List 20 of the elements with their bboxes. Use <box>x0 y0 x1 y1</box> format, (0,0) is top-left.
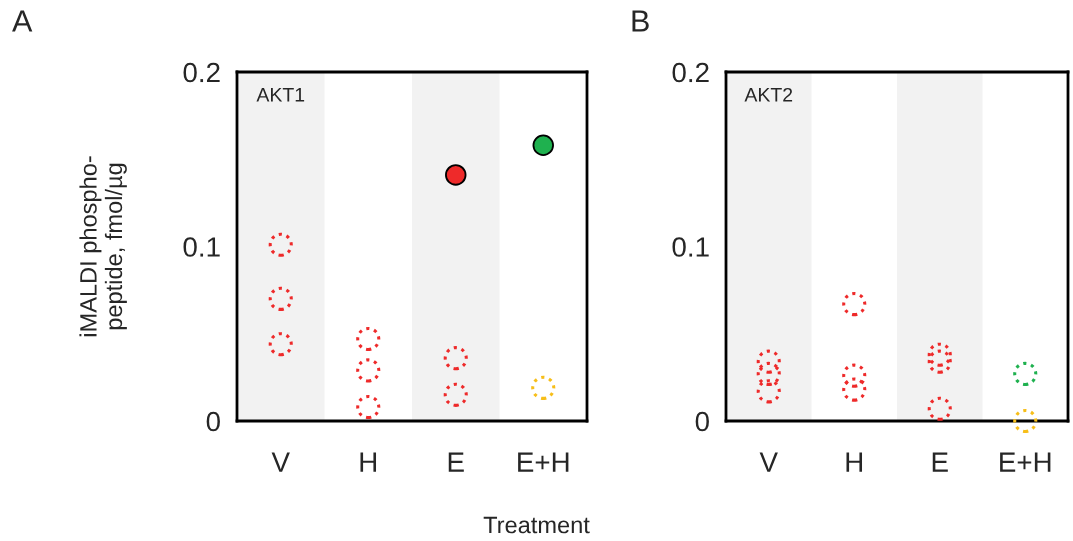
y-tick-label: 0.1 <box>183 237 220 257</box>
y-tick-label: 0.2 <box>672 62 709 83</box>
y-tick-label: 0 <box>206 411 220 432</box>
x-tick-label: E+H <box>518 452 569 472</box>
chart-title: B <box>632 10 649 32</box>
annotation: AKT2 <box>744 87 793 102</box>
x-tick-label: V <box>759 452 778 472</box>
y-axis-title: iMALDI phospho- peptide, fmol/µg <box>79 156 127 337</box>
y-tick-label: 0 <box>695 411 709 432</box>
x-tick-label: E <box>932 452 948 472</box>
y-tick-label: 0.1 <box>672 237 709 257</box>
annotation: AKT1 <box>256 88 305 102</box>
chart-title: A <box>12 10 33 32</box>
y-tick-label: 0.2 <box>183 62 220 83</box>
x-axis-title: Treatment <box>483 516 590 534</box>
x-tick-label: H <box>360 452 377 472</box>
x-tick-label: H <box>846 452 863 472</box>
x-tick-label: E+H <box>1000 452 1051 472</box>
x-tick-label: E <box>448 452 464 472</box>
x-tick-label: V <box>271 452 290 472</box>
